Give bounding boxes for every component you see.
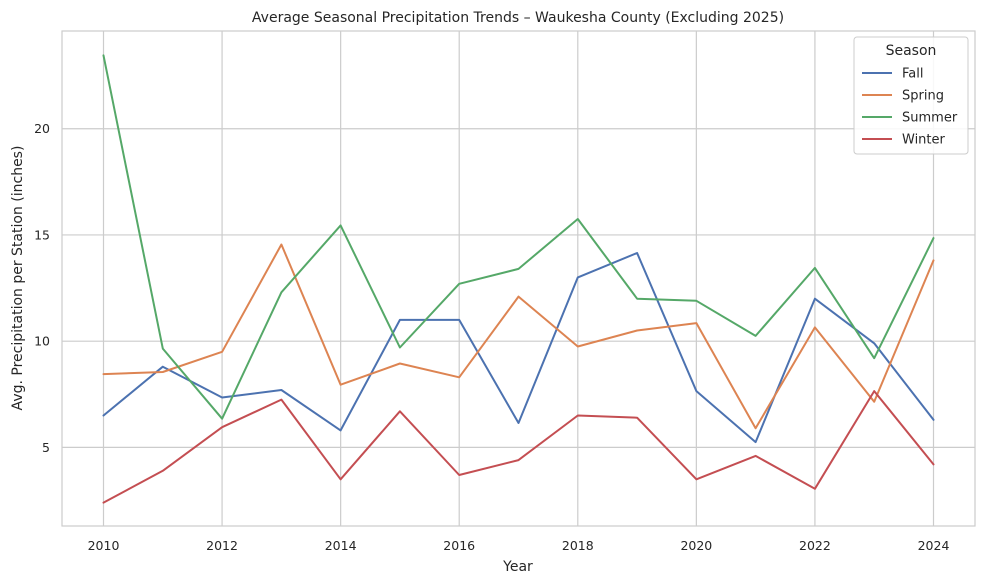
x-tick-label: 2010 [88,538,120,553]
series-line-summer [102,54,935,420]
x-tick-label: 2014 [325,538,357,553]
x-tick-label: 2024 [918,538,950,553]
plot-frame [61,30,976,527]
legend-label-spring: Spring [902,89,944,104]
x-tick-label: 2020 [680,538,712,553]
series-line-spring [102,243,935,430]
x-tick-label: 2018 [562,538,594,553]
series-line-winter [102,390,935,504]
y-tick-label: 15 [34,227,50,242]
y-tick-label: 10 [34,334,50,349]
y-tick-label: 20 [34,121,50,136]
legend-label-summer: Summer [902,111,958,126]
series-lines [102,54,935,504]
chart-title: Average Seasonal Precipitation Trends – … [252,10,784,26]
series-line-fall [102,252,935,444]
x-tick-label: 2012 [206,538,238,553]
legend-label-fall: Fall [902,67,923,82]
x-tick-label: 2022 [799,538,831,553]
x-axis-label: Year [502,559,533,575]
y-tick-label: 5 [42,440,50,455]
legend-box [853,36,969,155]
tick-labels: 2010 2012 2014 2016 2018 2020 2022 2024 5 10 15 20 [34,121,949,553]
legend: Season Fall Spring Summer Winter [853,36,969,155]
y-axis-label: Avg. Precipitation per Station (inches) [10,146,26,411]
legend-label-winter: Winter [902,133,946,148]
x-tick-label: 2016 [443,538,475,553]
legend-items: Fall Spring Summer Winter [862,67,958,148]
legend-title: Season [886,43,937,59]
